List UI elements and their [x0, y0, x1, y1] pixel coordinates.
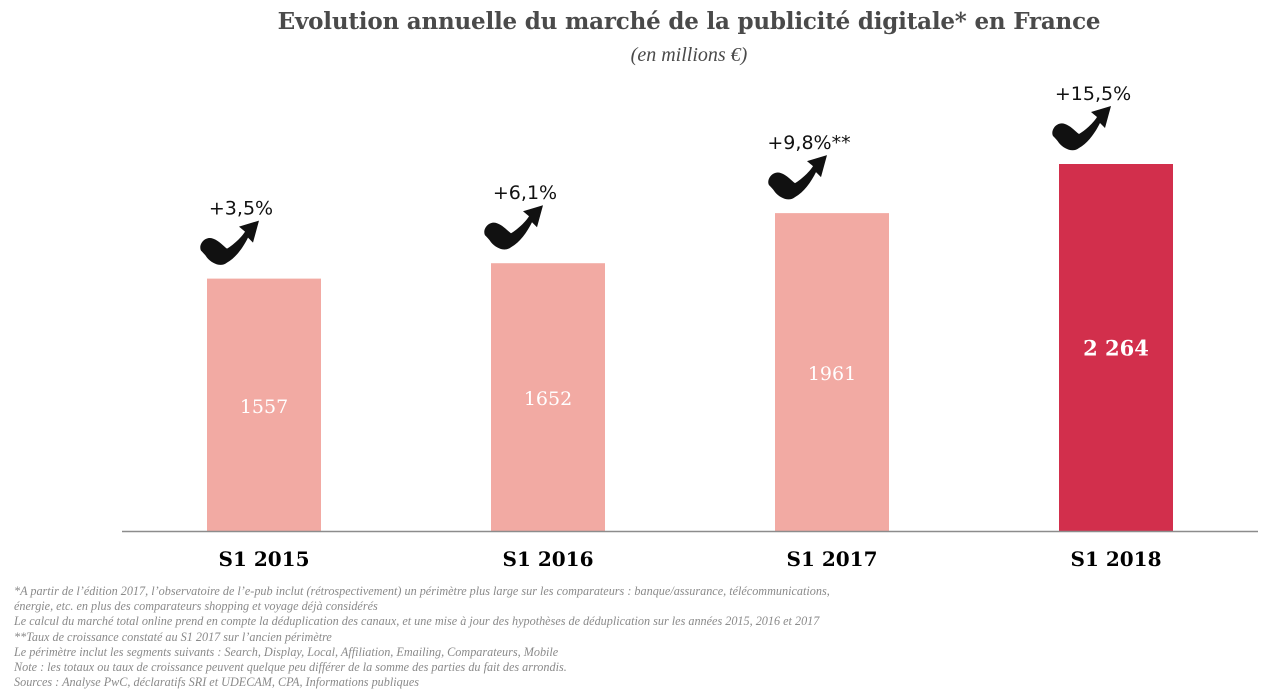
bar-value-label: 1652 [524, 388, 572, 410]
category-label: S1 2015 [219, 547, 310, 571]
bar [207, 278, 321, 531]
growth-arrow-shape [768, 155, 827, 200]
category-label: S1 2018 [1071, 547, 1162, 571]
growth-arrow-shape [1052, 106, 1111, 151]
chart-title: Evolution annuelle du marché de la publi… [277, 8, 1101, 35]
growth-arrow-icon [768, 155, 827, 200]
bar [1059, 164, 1173, 531]
growth-label: +9,8%** [767, 132, 850, 154]
growth-arrow-shape [200, 220, 259, 265]
growth-label: +3,5% [209, 198, 273, 220]
footnote-line: Sources : Analyse PwC, déclaratifs SRI e… [14, 675, 419, 690]
growth-arrow-icon [484, 205, 543, 250]
footnote-line: *A partir de l’édition 2017, l’observato… [14, 584, 830, 598]
bar-value-label: 1557 [240, 396, 288, 418]
footnote-line: Le calcul du marché total online prend e… [14, 614, 820, 629]
growth-arrow-shape [484, 205, 543, 250]
bar [491, 263, 605, 531]
chart-subtitle: (en millions €) [630, 44, 748, 66]
footnote-line: **Taux de croissance constaté au S1 2017… [14, 629, 332, 644]
bar-value-label: 1961 [808, 363, 856, 385]
growth-arrow-icon [200, 220, 259, 265]
footnote-line: énergie, etc. en plus des comparateurs s… [14, 599, 378, 614]
growth-arrow-icon [1052, 106, 1111, 151]
growth-label: +15,5% [1055, 83, 1131, 105]
footnote-line: Note : les totaux ou taux de croissance … [14, 660, 567, 675]
footnote-line: Le périmètre inclut les segments suivant… [14, 644, 559, 659]
growth-label: +6,1% [493, 182, 557, 204]
category-label: S1 2016 [503, 547, 594, 571]
bar-value-label: 2 264 [1083, 336, 1149, 361]
category-label: S1 2017 [787, 547, 878, 571]
bar [775, 213, 889, 531]
footnotes: *A partir de l’édition 2017, l’observato… [14, 584, 1014, 690]
bar-chart: 1557 +3,5% S1 2015 1652 +6,1% S1 2016 1961 +9,8… [122, 83, 1258, 571]
